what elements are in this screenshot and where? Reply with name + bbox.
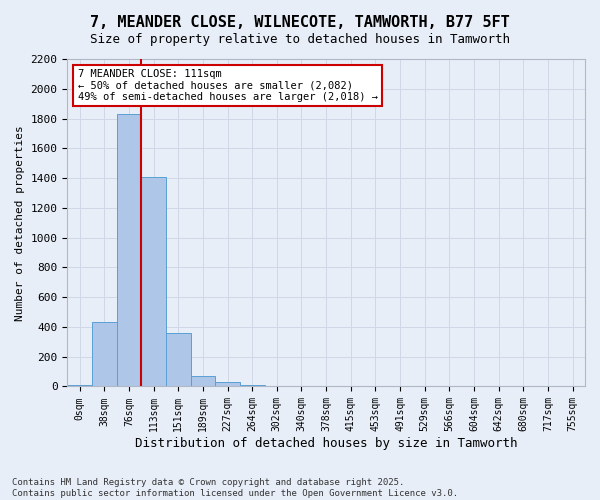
Text: Contains HM Land Registry data © Crown copyright and database right 2025.
Contai: Contains HM Land Registry data © Crown c… [12, 478, 458, 498]
X-axis label: Distribution of detached houses by size in Tamworth: Distribution of detached houses by size … [135, 437, 517, 450]
Bar [67, 385, 92, 386]
Y-axis label: Number of detached properties: Number of detached properties [15, 125, 25, 320]
Text: 7 MEANDER CLOSE: 111sqm
← 50% of detached houses are smaller (2,082)
49% of semi: 7 MEANDER CLOSE: 111sqm ← 50% of detache… [77, 69, 377, 102]
Bar [240, 385, 265, 386]
Bar [92, 322, 116, 386]
Text: 7, MEANDER CLOSE, WILNECOTE, TAMWORTH, B77 5FT: 7, MEANDER CLOSE, WILNECOTE, TAMWORTH, B… [90, 15, 510, 30]
Bar [215, 382, 240, 386]
Text: Size of property relative to detached houses in Tamworth: Size of property relative to detached ho… [90, 32, 510, 46]
Bar [191, 376, 215, 386]
Bar [166, 333, 191, 386]
Bar [116, 114, 141, 386]
Bar [141, 176, 166, 386]
